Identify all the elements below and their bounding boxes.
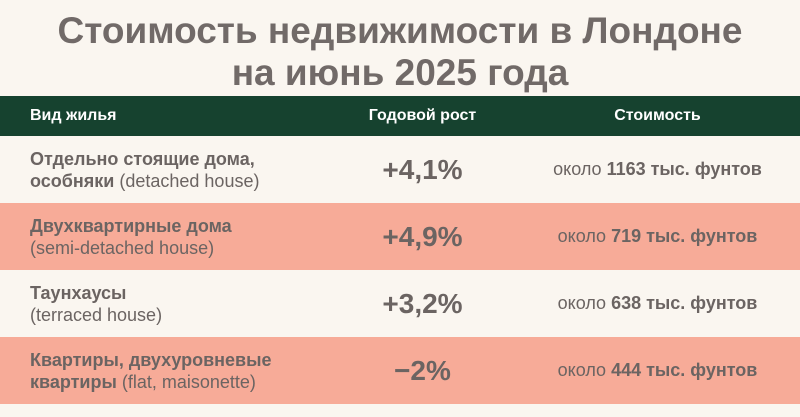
housing-type: Таунхаусы (terraced house) — [0, 282, 330, 326]
housing-type: Двухквартирные дома (semi-detached house… — [0, 215, 330, 259]
cost: около 444 тыс. фунтов — [515, 360, 800, 381]
housing-type-en: (detached house) — [119, 170, 260, 191]
table-header: Вид жилья Годовой рост Стоимость — [0, 96, 800, 136]
header-growth: Годовой рост — [368, 107, 477, 124]
cost: около 1163 тыс. фунтов — [515, 159, 800, 180]
header-cost: Стоимость — [614, 107, 701, 124]
cost-value: 1163 тыс. фунтов — [606, 159, 762, 179]
page-title: Стоимость недвижимости в Лондоне на июнь… — [0, 0, 800, 96]
annual-growth: +4,9% — [382, 220, 463, 252]
housing-type-ru: Отдельно стоящие дома, особняки — [30, 148, 255, 191]
table-row-terraced: Таунхаусы (terraced house) +3,2% около 6… — [0, 270, 800, 337]
cost: около 638 тыс. фунтов — [515, 293, 800, 314]
housing-type-en: (flat, maisonette) — [121, 371, 256, 392]
cost-prefix: около — [557, 360, 607, 380]
cost-value: 638 тыс. фунтов — [611, 293, 758, 313]
annual-growth: +3,2% — [382, 287, 463, 319]
housing-type-ru: Квартиры, двухуровневые квартиры — [30, 349, 272, 392]
housing-type-en: (semi-detached house) — [30, 237, 215, 258]
cost-prefix: около — [553, 159, 602, 179]
table-row-flat: Квартиры, двухуровневые квартиры (flat, … — [0, 337, 800, 404]
housing-type-ru: Двухквартирные дома — [30, 215, 232, 236]
title-line-1: Стоимость недвижимости в Лондоне — [57, 10, 743, 51]
annual-growth: −2% — [394, 354, 451, 386]
housing-type: Отдельно стоящие дома, особняки (detache… — [0, 148, 330, 192]
cost-value: 719 тыс. фунтов — [611, 226, 758, 246]
annual-growth: +4,1% — [382, 153, 463, 185]
header-type: Вид жилья — [30, 107, 117, 124]
cost: около 719 тыс. фунтов — [515, 226, 800, 247]
housing-type-en: (terraced house) — [30, 304, 163, 325]
cost-value: 444 тыс. фунтов — [611, 360, 758, 380]
title-line-2: на июнь 2025 года — [231, 52, 569, 93]
table-row-detached: Отдельно стоящие дома, особняки (detache… — [0, 136, 800, 203]
cost-prefix: около — [557, 293, 607, 313]
cost-prefix: около — [557, 226, 607, 246]
housing-type: Квартиры, двухуровневые квартиры (flat, … — [0, 349, 330, 393]
table-row-semi-detached: Двухквартирные дома (semi-detached house… — [0, 203, 800, 270]
housing-type-ru: Таунхаусы — [30, 282, 127, 303]
